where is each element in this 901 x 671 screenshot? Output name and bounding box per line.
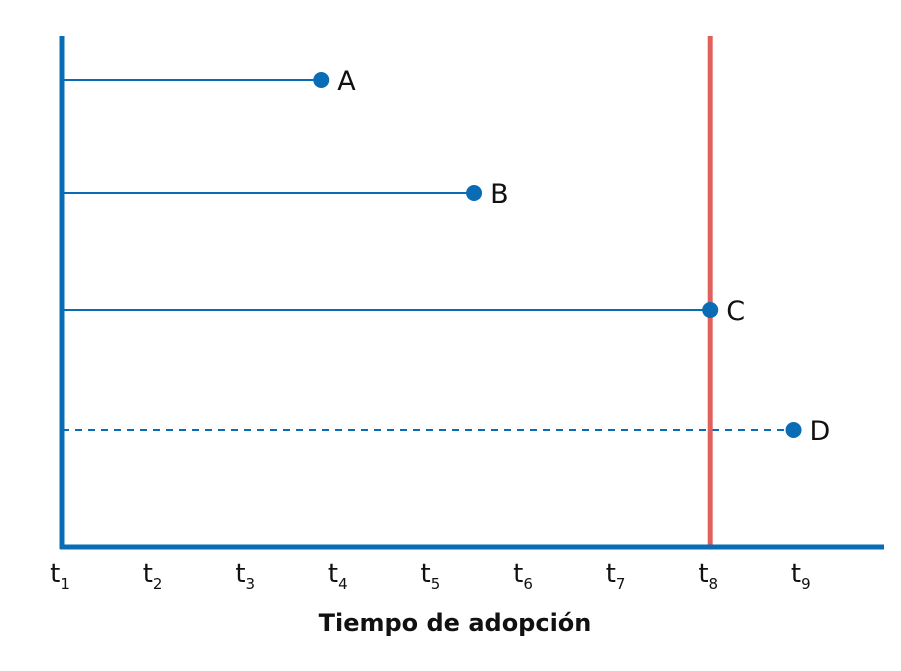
point-label-c: C — [726, 296, 745, 327]
point-label-b: B — [490, 179, 509, 210]
marker-b — [466, 185, 483, 201]
x-axis-ticks: t1 t2 t3 t4 t5 t6 t7 t8 t9 — [50, 559, 811, 593]
timeline-markers: A B C D — [313, 66, 830, 447]
x-tick-label: t1 — [50, 559, 70, 593]
x-tick-label: t4 — [328, 559, 348, 593]
point-label-a: A — [337, 66, 356, 97]
x-axis-title: Tiempo de adopción — [319, 609, 592, 637]
marker-a — [313, 72, 330, 88]
x-tick-label: t7 — [606, 559, 626, 593]
x-tick-label: t3 — [235, 559, 255, 593]
x-tick-label: t8 — [698, 559, 718, 593]
x-tick-label: t9 — [791, 559, 811, 593]
x-tick-label: t2 — [143, 559, 163, 593]
x-tick-label: t5 — [421, 559, 441, 593]
marker-d — [785, 422, 802, 438]
marker-c — [702, 302, 719, 318]
point-label-d: D — [810, 416, 831, 447]
timeline-rows — [62, 79, 794, 431]
x-tick-label: t6 — [513, 559, 533, 593]
